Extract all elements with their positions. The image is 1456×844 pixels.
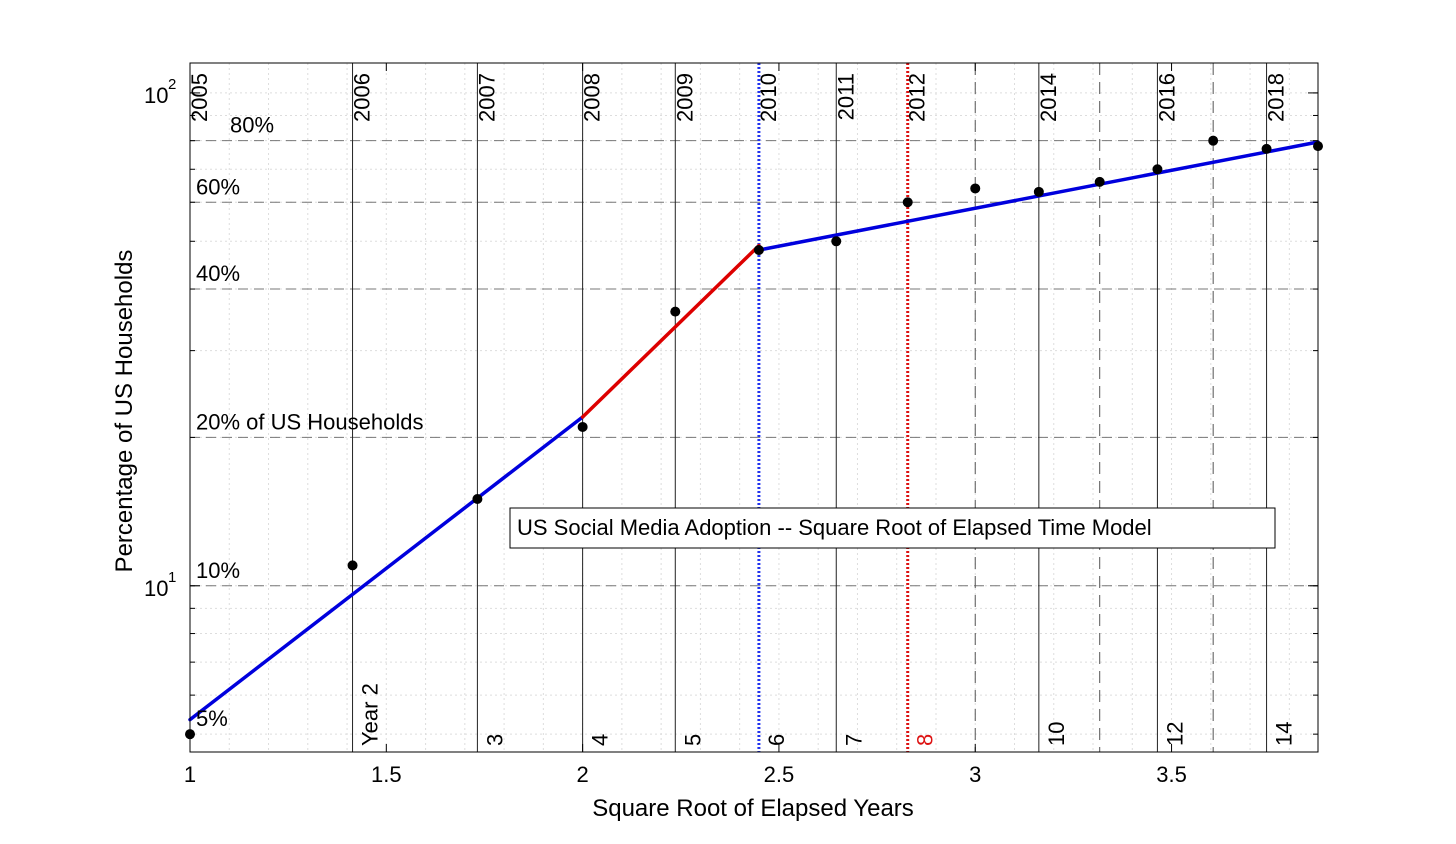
percent-label: 5%	[196, 706, 228, 731]
percent-label: 80%	[230, 113, 274, 138]
annotation-labels: 80% 60% 40% 20% of US Households 10% 5% 2005 20…	[187, 73, 1297, 746]
y-tick-exponent: 1	[168, 569, 176, 586]
elapsed-year-label: 6	[764, 734, 789, 746]
percent-label: 20% of US Households	[196, 409, 423, 434]
year-label: 2011	[833, 73, 858, 120]
percent-reference-lines	[190, 140, 1318, 587]
year-label: 2018	[1264, 73, 1289, 122]
data-point	[902, 197, 913, 208]
chart-title: US Social Media Adoption -- Square Root …	[517, 515, 1152, 540]
year-label: 2016	[1154, 73, 1179, 122]
minor-grid	[190, 63, 1318, 752]
data-point	[753, 245, 764, 256]
elapsed-year-label: 12	[1162, 722, 1187, 746]
data-point	[1033, 186, 1044, 197]
chart-title-box: US Social Media Adoption -- Square Root …	[509, 507, 1276, 549]
percent-label: 10%	[196, 558, 240, 583]
year-label: 2010	[756, 73, 781, 122]
elapsed-year-label: Year 2	[358, 683, 383, 746]
year-label: 2012	[905, 73, 930, 122]
year-marker-lines	[352, 63, 1268, 752]
x-axis-label: Square Root of Elapsed Years	[592, 795, 914, 822]
x-tick-label: 1.5	[371, 762, 402, 787]
percent-label: 60%	[196, 174, 240, 199]
x-tick-label: 2	[576, 762, 588, 787]
year-label: 2014	[1036, 73, 1061, 122]
year-label: 2006	[350, 73, 375, 122]
y-axis-label: Percentage of US Households	[111, 250, 138, 573]
elapsed-year-label: 7	[841, 734, 866, 746]
data-point	[970, 183, 981, 194]
data-point	[1261, 143, 1272, 154]
elapsed-year-label: 4	[588, 734, 613, 746]
data-point	[831, 236, 842, 247]
y-tick-exponent: 2	[168, 76, 176, 93]
year-label: 2005	[187, 73, 212, 122]
plot-frame	[189, 62, 1319, 753]
data-point	[670, 306, 681, 317]
percent-label: 40%	[196, 261, 240, 286]
elapsed-year-label: 10	[1044, 722, 1069, 746]
y-tick-label: 10	[144, 576, 168, 601]
year-label: 2007	[474, 73, 499, 122]
data-point	[472, 493, 483, 504]
y-tick-label: 10	[144, 83, 168, 108]
year-label: 2009	[672, 73, 697, 122]
elapsed-year-label: 5	[680, 734, 705, 746]
x-tick-label: 1	[184, 762, 196, 787]
x-tick-label: 3	[969, 762, 981, 787]
fit-segment	[188, 415, 585, 722]
data-point	[1094, 176, 1105, 187]
data-point	[347, 560, 358, 571]
x-tick-label: 2.5	[764, 762, 795, 787]
elapsed-year-label: 14	[1272, 722, 1297, 746]
elapsed-year-label: 3	[482, 734, 507, 746]
data-point	[1152, 164, 1163, 175]
x-tick-label: 3.5	[1156, 762, 1187, 787]
fit-segment	[580, 243, 761, 419]
data-point	[1208, 135, 1219, 146]
elapsed-year-label: 8	[913, 734, 938, 746]
data-point	[577, 421, 588, 432]
year-label: 2008	[580, 73, 605, 122]
